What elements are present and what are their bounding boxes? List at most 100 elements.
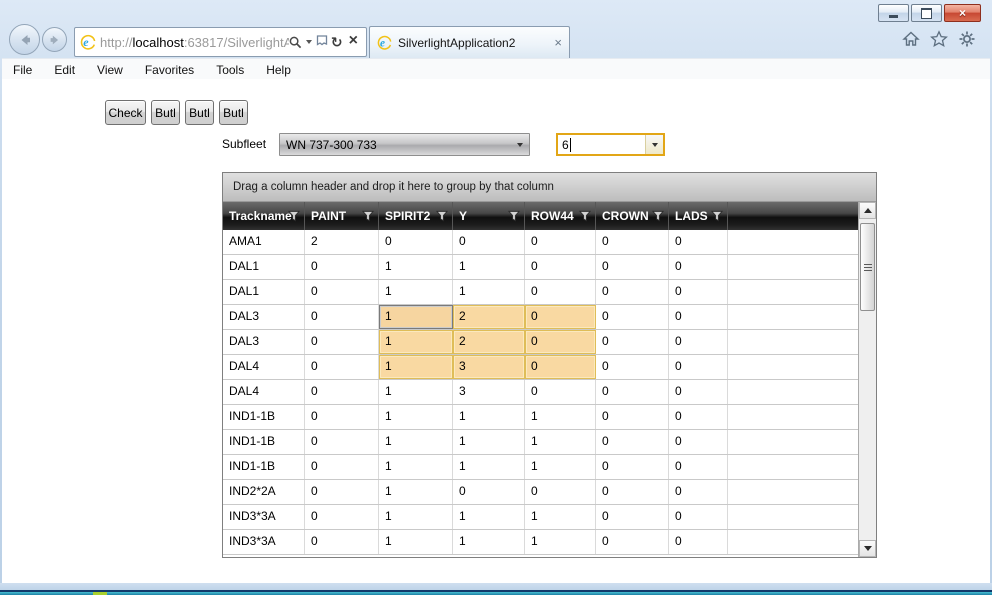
grid-cell[interactable]: 0 [305,505,379,529]
grid-row[interactable]: DAL3 0 1 2 0 0 0 [223,305,858,330]
compatibility-view-icon[interactable] [316,35,328,49]
scroll-up-button[interactable] [859,202,876,219]
grid-cell[interactable]: 0 [596,455,669,479]
grid-cell[interactable]: IND3*3A [223,505,305,529]
grid-cell[interactable]: 1 [453,255,525,279]
menu-edit[interactable]: Edit [54,62,76,77]
grid-cell[interactable]: 1 [379,430,453,454]
grid-row[interactable]: AMA1 2 0 0 0 0 0 [223,230,858,255]
grid-cell[interactable]: DAL4 [223,355,305,379]
menu-favorites[interactable]: Favorites [144,62,195,77]
vertical-scrollbar[interactable] [858,202,876,557]
back-button[interactable] [9,24,40,55]
grid-cell[interactable]: 1 [453,455,525,479]
menu-view[interactable]: View [97,62,123,77]
search-icon[interactable] [289,36,302,49]
grid-cell[interactable]: IND2*2A [223,480,305,504]
grid-cell[interactable]: 3 [453,380,525,404]
filter-icon[interactable] [710,210,724,222]
column-header-trackname[interactable]: Trackname [223,202,305,230]
menu-file[interactable]: File [13,62,33,77]
filter-icon[interactable] [435,210,449,222]
grid-cell[interactable]: 0 [669,255,728,279]
grid-cell[interactable]: 0 [596,505,669,529]
grid-cell[interactable]: 0 [525,380,596,404]
url-text[interactable]: http://localhost:63817/SilverlightA [100,35,289,50]
grid-cell[interactable]: 1 [453,430,525,454]
grid-cell[interactable]: 1 [379,405,453,429]
column-header-paint[interactable]: PAINT [305,202,379,230]
grid-cell[interactable]: 1 [525,430,596,454]
grid-cell[interactable]: 1 [453,505,525,529]
grid-cell[interactable]: 0 [596,480,669,504]
grid-cell-highlighted[interactable]: 2 [453,330,525,354]
filter-icon[interactable] [287,210,301,222]
minimize-button[interactable] [878,4,909,22]
grid-cell[interactable]: 0 [305,405,379,429]
grid-cell[interactable]: 0 [525,480,596,504]
grid-cell[interactable]: 0 [453,480,525,504]
grid-cell[interactable]: 0 [596,355,669,379]
grid-cell-highlighted[interactable]: 1 [379,330,453,354]
grid-cell[interactable]: 0 [305,255,379,279]
filter-icon[interactable] [507,210,521,222]
grid-cell[interactable]: 0 [596,255,669,279]
column-header-y[interactable]: Y [453,202,525,230]
grid-cell[interactable]: 0 [305,330,379,354]
button-3[interactable]: Butl [219,100,248,125]
grid-cell[interactable]: 1 [525,405,596,429]
grid-cell[interactable]: 1 [379,380,453,404]
grid-cell[interactable]: 0 [305,455,379,479]
scrollbar-track[interactable] [859,311,876,540]
grid-cell[interactable]: 1 [379,530,453,554]
grid-cell[interactable]: 0 [525,230,596,254]
grid-row[interactable]: IND1-1B 0 1 1 1 0 0 [223,455,858,480]
grid-cell[interactable]: 1 [379,280,453,304]
grid-row[interactable]: IND1-1B 0 1 1 1 0 0 [223,405,858,430]
menu-tools[interactable]: Tools [216,62,245,77]
button-2[interactable]: Butl [185,100,214,125]
grid-row[interactable]: DAL4 0 1 3 0 0 0 [223,355,858,380]
count-combobox[interactable]: 6 [556,133,665,156]
grid-cell[interactable]: 0 [596,530,669,554]
grid-cell[interactable]: IND1-1B [223,430,305,454]
grid-cell[interactable]: 0 [669,430,728,454]
column-header-row44[interactable]: ROW44 [525,202,596,230]
grid-cell[interactable]: 0 [525,280,596,304]
grid-cell[interactable]: 1 [525,455,596,479]
grid-cell[interactable]: 0 [305,305,379,329]
grid-cell[interactable]: 0 [305,355,379,379]
filter-icon[interactable] [651,210,665,222]
scroll-down-button[interactable] [859,540,876,557]
grid-cell[interactable]: 1 [453,405,525,429]
grid-cell[interactable]: 0 [525,255,596,279]
grid-cell[interactable]: 0 [596,405,669,429]
grid-cell-highlighted[interactable]: 1 [379,355,453,379]
subfleet-dropdown-icon[interactable] [517,142,523,147]
forward-button[interactable] [42,27,67,52]
grid-row[interactable]: IND1-1B 0 1 1 1 0 0 [223,430,858,455]
grid-cell[interactable]: 0 [305,280,379,304]
filter-icon[interactable] [361,210,375,222]
grid-cell[interactable]: DAL3 [223,305,305,329]
refresh-icon[interactable]: ↻ [330,34,343,50]
grid-cell[interactable]: 0 [596,305,669,329]
button-1[interactable]: Butl [151,100,180,125]
scrollbar-thumb[interactable] [860,223,875,311]
grid-cell[interactable]: DAL3 [223,330,305,354]
filter-icon[interactable] [578,210,592,222]
grid-cell[interactable]: 1 [525,530,596,554]
group-panel[interactable]: Drag a column header and drop it here to… [223,173,876,202]
grid-row[interactable]: IND2*2A 0 1 0 0 0 0 [223,480,858,505]
grid-cell[interactable]: IND1-1B [223,455,305,479]
grid-cell-highlighted[interactable]: 3 [453,355,525,379]
grid-cell-highlighted[interactable]: 0 [525,355,596,379]
grid-cell[interactable]: 0 [669,505,728,529]
grid-cell[interactable]: 0 [669,380,728,404]
grid-cell[interactable]: 0 [379,230,453,254]
grid-row[interactable]: DAL4 0 1 3 0 0 0 [223,380,858,405]
grid-cell[interactable]: 1 [453,280,525,304]
grid-row[interactable]: IND3*3A 0 1 1 1 0 0 [223,505,858,530]
stop-icon[interactable]: × [348,32,358,49]
grid-cell[interactable]: 2 [305,230,379,254]
